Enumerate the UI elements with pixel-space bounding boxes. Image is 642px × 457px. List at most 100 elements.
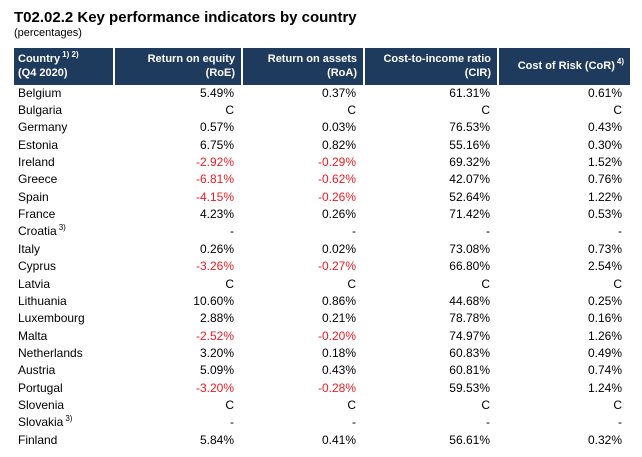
cir-value-cell: 60.83%	[449, 345, 490, 360]
roa-value-cell: C	[347, 102, 356, 117]
roe-value-cell: 5.84%	[199, 432, 234, 447]
roa-value-cell: 0.03%	[321, 120, 356, 135]
country-cell: Finland	[18, 432, 58, 447]
table-row: Portugal -3.20% -0.28% 59.53% 1.24%	[14, 380, 630, 397]
column-header-roa-label: Return on assets	[267, 53, 357, 65]
country-cell: Cyprus	[18, 259, 57, 274]
roa-value-cell: 0.41%	[321, 432, 356, 447]
cor-value-cell: 0.74%	[587, 363, 622, 378]
cir-value-cell: 44.68%	[449, 293, 490, 308]
cir-value-cell: 74.97%	[449, 328, 490, 343]
cir-value-cell: C	[481, 398, 490, 413]
country-cell: Slovenia	[18, 398, 65, 413]
roa-value-cell: -0.20%	[317, 328, 356, 343]
cir-value-cell: 61.31%	[449, 85, 490, 100]
cor-value-cell: 0.43%	[587, 120, 622, 135]
roe-value-cell: -2.52%	[195, 328, 234, 343]
country-cell: Germany	[18, 120, 68, 135]
footnote-marker: 4)	[616, 57, 624, 67]
cir-value-cell: -	[486, 415, 490, 430]
table-row: Slovenia C C C C	[14, 397, 630, 414]
table-row: Slovakia 3) - - - -	[14, 414, 630, 431]
table-row: Cyprus -3.26% -0.27% 66.80% 2.54%	[14, 258, 630, 275]
column-header-cor: Cost of Risk (CoR) 4)	[497, 48, 630, 85]
country-cell: Ireland	[18, 155, 55, 170]
country-cell: Latvia	[18, 276, 51, 291]
column-header-roa: Return on assets (RoA)	[241, 48, 364, 85]
roa-value-cell: -	[352, 224, 356, 239]
roe-value-cell: C	[225, 398, 234, 413]
table-row: Bulgaria C C C C	[14, 102, 630, 119]
cir-value-cell: -	[486, 224, 490, 239]
roe-value-cell: 5.49%	[199, 85, 234, 100]
roe-value-cell: C	[225, 102, 234, 117]
roa-value-cell: 0.43%	[321, 363, 356, 378]
roa-value-cell: C	[347, 398, 356, 413]
kpi-table: Country 1) 2) (Q4 2020) Return on equity …	[14, 48, 630, 449]
footnote-marker: 3)	[65, 414, 73, 424]
country-cell: Luxembourg	[18, 311, 85, 326]
roa-value-cell: -0.62%	[317, 172, 356, 187]
column-header-roe-abbr: (RoE)	[205, 67, 235, 80]
cor-value-cell: 0.61%	[587, 85, 622, 100]
table-row: France 4.23% 0.26% 71.42% 0.53%	[14, 206, 630, 223]
cir-value-cell: 56.61%	[449, 432, 490, 447]
cor-value-cell: 0.30%	[587, 137, 622, 152]
cor-value-cell: 1.24%	[587, 380, 622, 395]
cir-value-cell: C	[481, 102, 490, 117]
table-row: Netherlands 3.20% 0.18% 60.83% 0.49%	[14, 345, 630, 362]
table-row: Croatia 3) - - - -	[14, 223, 630, 240]
roe-value-cell: 2.88%	[199, 311, 234, 326]
table-row: Belgium 5.49% 0.37% 61.31% 0.61%	[14, 85, 630, 102]
roe-value-cell: -	[230, 415, 234, 430]
roe-value-cell: -	[230, 224, 234, 239]
roa-value-cell: -0.27%	[317, 259, 356, 274]
column-header-roa-abbr: (RoA)	[327, 67, 357, 80]
column-header-cir-label: Cost-to-income ratio	[383, 53, 491, 65]
cir-value-cell: 76.53%	[449, 120, 490, 135]
roe-value-cell: -3.26%	[195, 259, 234, 274]
table-row: Malta -2.52% -0.20% 74.97% 1.26%	[14, 328, 630, 345]
roa-value-cell: -0.29%	[317, 155, 356, 170]
country-cell: Greece	[18, 172, 58, 187]
column-header-cir-abbr: (CIR)	[464, 67, 491, 80]
cor-value-cell: 0.32%	[587, 432, 622, 447]
roa-value-cell: 0.02%	[321, 241, 356, 256]
country-cell: Lithuania	[18, 293, 67, 308]
roa-value-cell: -0.26%	[317, 189, 356, 204]
roe-value-cell: 0.26%	[199, 241, 234, 256]
cir-value-cell: 55.16%	[449, 137, 490, 152]
country-cell: Portugal	[18, 380, 63, 395]
roe-value-cell: C	[225, 276, 234, 291]
cor-value-cell: 0.76%	[587, 172, 622, 187]
table-header-row: Country 1) 2) (Q4 2020) Return on equity …	[14, 48, 630, 85]
table-row: Greece -6.81% -0.62% 42.07% 0.76%	[14, 171, 630, 188]
table-row: Spain -4.15% -0.26% 52.64% 1.22%	[14, 189, 630, 206]
column-header-period-label: (Q4 2020)	[18, 67, 68, 80]
table-row: Finland 5.84% 0.41% 56.61% 0.32%	[14, 432, 630, 449]
cir-value-cell: 42.07%	[449, 172, 490, 187]
roe-value-cell: -2.92%	[195, 155, 234, 170]
cor-value-cell: -	[618, 224, 622, 239]
cor-value-cell: 0.53%	[587, 207, 622, 222]
column-header-roe-label: Return on equity	[147, 53, 235, 65]
country-cell: Netherlands	[18, 345, 83, 360]
cor-value-cell: C	[613, 276, 622, 291]
roa-value-cell: -	[352, 415, 356, 430]
roe-value-cell: 10.60%	[193, 293, 234, 308]
roe-value-cell: -6.81%	[195, 172, 234, 187]
roe-value-cell: 0.57%	[199, 120, 234, 135]
cor-value-cell: -	[618, 415, 622, 430]
footnote-marker: 3)	[58, 223, 66, 233]
country-cell: Malta	[18, 328, 48, 343]
table-row: Germany 0.57% 0.03% 76.53% 0.43%	[14, 119, 630, 136]
kpi-table-body: Belgium 5.49% 0.37% 61.31% 0.61% Bulgaria C C C C…	[14, 85, 630, 450]
roe-value-cell: 6.75%	[199, 137, 234, 152]
cir-value-cell: 73.08%	[449, 241, 490, 256]
column-header-cor-label: Cost of Risk (CoR)	[517, 60, 615, 73]
roe-value-cell: 4.23%	[199, 207, 234, 222]
cor-value-cell: 0.16%	[587, 311, 622, 326]
cor-value-cell: 0.49%	[587, 345, 622, 360]
table-row: Lithuania 10.60% 0.86% 44.68% 0.25%	[14, 293, 630, 310]
